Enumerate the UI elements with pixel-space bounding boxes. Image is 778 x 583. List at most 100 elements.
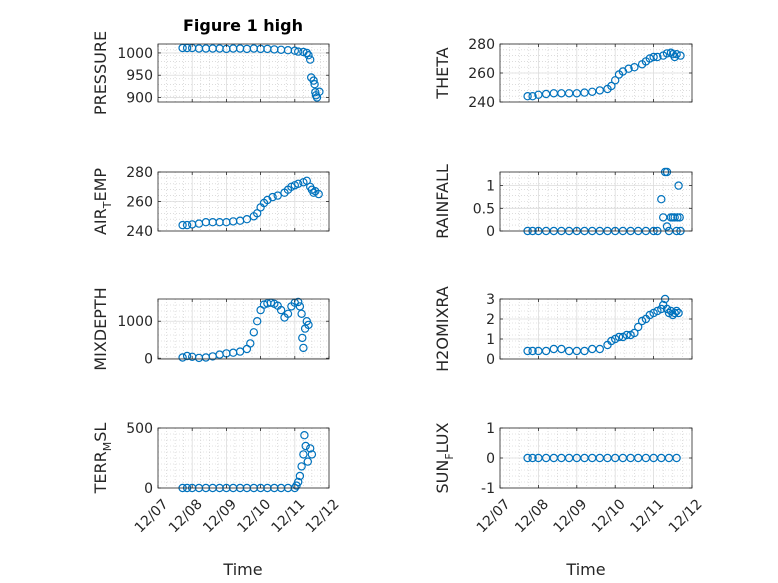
y-tick-label: 0 bbox=[486, 352, 495, 368]
data-point bbox=[290, 46, 299, 55]
y-tick-label: 0.5 bbox=[473, 201, 495, 217]
y-tick-label: 1 bbox=[486, 421, 495, 437]
data-point bbox=[557, 344, 566, 354]
y-tick-label: 500 bbox=[126, 421, 153, 437]
y-axis-label: PRESSURE bbox=[91, 31, 110, 115]
y-axis: 240 260 280 bbox=[126, 165, 329, 240]
y-tick-label: 0 bbox=[144, 351, 153, 367]
data-point bbox=[645, 54, 655, 63]
data-point bbox=[653, 52, 662, 62]
data-point bbox=[300, 431, 309, 440]
data-series bbox=[523, 453, 681, 463]
y-tick-label: 280 bbox=[468, 37, 495, 53]
data-point bbox=[611, 76, 620, 85]
y-tick-label: 260 bbox=[126, 195, 153, 211]
data-point bbox=[182, 351, 192, 361]
data-point bbox=[670, 213, 679, 222]
y-tick-label: 3 bbox=[486, 292, 495, 308]
data-series bbox=[178, 176, 323, 230]
y-tick-label: 280 bbox=[126, 165, 153, 181]
data-point bbox=[607, 81, 616, 91]
axes-box bbox=[157, 43, 330, 103]
data-point bbox=[301, 441, 310, 451]
data-point bbox=[309, 188, 318, 197]
data-point bbox=[630, 62, 639, 72]
x-tick-label: 12/08 bbox=[512, 496, 552, 536]
data-point bbox=[675, 213, 684, 222]
data-point bbox=[662, 49, 672, 58]
axes-box bbox=[157, 427, 330, 489]
x-axis bbox=[499, 172, 693, 231]
x-tick-label: 12/07 bbox=[132, 496, 172, 536]
data-point bbox=[528, 453, 537, 463]
data-point bbox=[309, 76, 318, 85]
h2omixra-plot: 0 1 2 3 H2OMIXRA bbox=[433, 286, 693, 372]
y-axis: 0 1 2 3 bbox=[486, 292, 692, 368]
data-point bbox=[523, 453, 532, 463]
x-axis bbox=[157, 299, 330, 359]
data-point bbox=[304, 51, 313, 60]
mixdepth-plot: 0 1000 MIXDEPTH bbox=[91, 287, 330, 371]
minor-grid bbox=[500, 299, 692, 359]
data-point bbox=[306, 444, 315, 453]
pressure-plot: 900 950 1000 PRESSURE bbox=[91, 31, 330, 115]
data-point bbox=[595, 86, 605, 95]
data-point bbox=[634, 322, 643, 332]
y-tick-label: 1 bbox=[486, 332, 495, 348]
x-tick-label: 12/09 bbox=[551, 496, 591, 536]
minor-grid bbox=[158, 299, 329, 359]
x-axis bbox=[157, 44, 330, 102]
data-point bbox=[299, 450, 308, 459]
x-tick-label: 12/10 bbox=[234, 496, 274, 536]
data-point bbox=[310, 79, 319, 89]
data-point bbox=[674, 308, 683, 318]
y-axis-label: SUNFLUX bbox=[433, 422, 456, 493]
data-point bbox=[662, 222, 672, 231]
data-point bbox=[178, 353, 187, 362]
x-axis bbox=[499, 299, 693, 359]
x-axis bbox=[157, 172, 330, 231]
data-point bbox=[307, 450, 317, 459]
data-point bbox=[657, 194, 666, 204]
data-point bbox=[622, 330, 631, 340]
data-point bbox=[182, 43, 192, 53]
data-point bbox=[294, 47, 303, 56]
major-grid bbox=[158, 44, 329, 102]
x-tick-label: 12/11 bbox=[269, 496, 309, 536]
y-tick-label: 0 bbox=[144, 481, 153, 497]
y-axis-label: RAINFALL bbox=[433, 164, 452, 239]
data-point bbox=[253, 317, 262, 326]
data-series bbox=[178, 43, 324, 102]
y-axis-label: TERRMSL bbox=[91, 423, 114, 495]
data-point bbox=[541, 346, 551, 356]
data-point bbox=[314, 189, 323, 199]
data-point bbox=[662, 304, 672, 314]
air-temp-plot: 240 260 280 AIRTEMP bbox=[91, 165, 330, 240]
y-axis-label: AIRTEMP bbox=[91, 168, 114, 235]
theta-plot: 240 260 280 THETA bbox=[433, 37, 693, 111]
minor-grid bbox=[158, 428, 329, 488]
data-point bbox=[306, 55, 315, 64]
axes-box bbox=[499, 298, 693, 360]
data-point bbox=[588, 87, 597, 97]
data-point bbox=[657, 304, 666, 314]
y-axis-label: MIXDEPTH bbox=[91, 287, 110, 370]
data-point bbox=[624, 64, 633, 73]
x-axis-label-right: Time bbox=[565, 560, 605, 579]
data-point bbox=[283, 309, 293, 318]
data-point bbox=[178, 220, 187, 230]
data-point bbox=[294, 477, 303, 487]
data-point bbox=[178, 43, 187, 53]
x-tick-label: 12/09 bbox=[200, 496, 240, 536]
data-point bbox=[311, 87, 320, 97]
data-point bbox=[297, 462, 306, 471]
data-point bbox=[580, 346, 589, 356]
data-point bbox=[294, 179, 303, 188]
data-point bbox=[523, 91, 532, 101]
y-tick-label: 900 bbox=[126, 91, 153, 107]
y-axis-label: H2OMIXRA bbox=[433, 286, 452, 372]
x-tick-label: 12/12 bbox=[303, 496, 343, 536]
data-point bbox=[630, 328, 639, 338]
